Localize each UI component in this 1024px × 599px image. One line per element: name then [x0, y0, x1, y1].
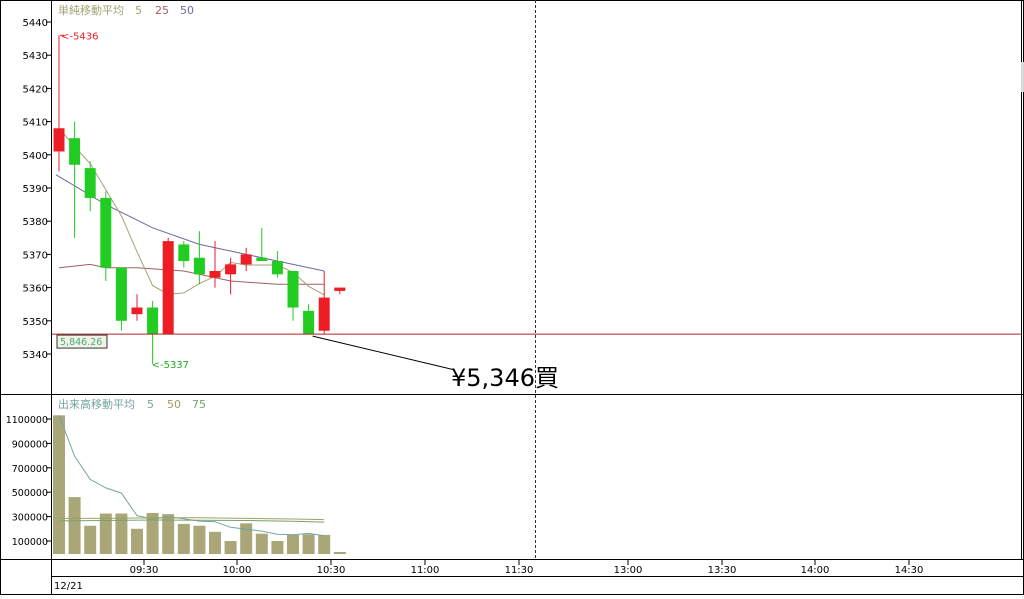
price-y-axis-ticks: 5440 5430 5420 5410 5400 5390 5380 5370 5360 5350…	[23, 18, 51, 361]
time-axis-ticks: 09:30 10:00 10:30 11:00 11:30 13:00 13:30 14:00…	[130, 560, 924, 576]
price-tick-label: 5370	[23, 250, 48, 261]
candle-body	[131, 307, 143, 315]
price-ma-label: 単純移動平均	[58, 3, 124, 17]
volume-bar	[115, 513, 128, 554]
price-ma-period-25: 25	[155, 4, 169, 17]
volume-tick-label: 1100000	[6, 415, 48, 426]
price-annotation-text: ¥5,346買	[451, 364, 559, 392]
volume-tick-label: 100000	[12, 537, 48, 548]
candle-body	[147, 307, 159, 335]
volume-bar	[146, 512, 159, 554]
candle-body	[53, 128, 65, 152]
candle-body	[178, 244, 190, 262]
candle-body	[100, 197, 112, 268]
candle-body	[271, 261, 283, 275]
price-tick-label: 5410	[23, 118, 48, 129]
volume-tick-label: 900000	[12, 439, 48, 450]
volume-tick-label: 700000	[12, 464, 48, 475]
price-ma25-line	[58, 263, 325, 285]
volume-tick-label: 500000	[12, 488, 48, 499]
volume-ma-period-50: 50	[167, 398, 181, 411]
volume-ma75-line	[58, 519, 325, 523]
volume-bar	[271, 541, 284, 554]
volume-ma-period-75: 75	[192, 398, 206, 411]
candle-body	[240, 254, 252, 265]
volume-bar	[240, 523, 253, 554]
price-tick-label: 5420	[23, 84, 48, 95]
volume-bar	[131, 528, 143, 554]
price-tick-label: 5360	[23, 284, 48, 295]
volume-bar	[302, 534, 315, 554]
volume-bar	[99, 513, 112, 554]
time-tick-label: 13:00	[614, 565, 643, 576]
price-tick-label: 5340	[23, 350, 48, 361]
volume-bar	[224, 541, 237, 554]
candle-body	[225, 264, 237, 275]
volume-bar	[53, 415, 65, 554]
scrollbar-stub[interactable]	[1021, 62, 1024, 92]
price-ma-period-50: 50	[180, 4, 194, 17]
candle-body	[209, 271, 221, 278]
time-tick-label: 11:00	[411, 565, 440, 576]
volume-bar	[177, 523, 190, 554]
candle-body	[256, 257, 268, 262]
reference-value-box	[56, 334, 108, 349]
date-label: 12/21	[54, 581, 83, 592]
low-marker-label: <-5337	[152, 360, 189, 371]
price-tick-label: 5390	[23, 184, 48, 195]
price-tick-label: 5350	[23, 317, 48, 328]
volume-bar-series	[53, 415, 346, 554]
time-tick-label: 11:30	[505, 565, 534, 576]
candle-body	[303, 310, 315, 335]
volume-bar	[84, 525, 97, 554]
price-ma-period-5: 5	[135, 4, 142, 17]
time-tick-label: 10:30	[317, 565, 346, 576]
volume-ma50-line	[59, 517, 325, 521]
candlestick-series	[53, 35, 346, 364]
time-tick-label: 14:30	[895, 565, 924, 576]
volume-tick-label: 300000	[12, 513, 48, 524]
high-marker-label: <-5436	[61, 31, 98, 42]
volume-ma-period-5: 5	[147, 398, 154, 411]
annotation-leader-line	[312, 335, 456, 371]
time-tick-label: 14:00	[801, 565, 830, 576]
candle-body	[162, 241, 174, 335]
volume-bar	[209, 531, 221, 554]
candle-body	[115, 267, 127, 321]
volume-bar	[318, 534, 331, 554]
price-tick-label: 5400	[23, 151, 48, 162]
candle-body	[318, 297, 330, 331]
candle-body	[84, 168, 96, 198]
price-tick-label: 5440	[23, 18, 48, 29]
volume-bar	[193, 525, 206, 554]
candle-body	[334, 287, 346, 291]
volume-bar	[287, 534, 299, 554]
volume-ma-lines	[58, 415, 325, 537]
volume-bar	[68, 497, 81, 554]
volume-bar	[162, 514, 175, 554]
price-tick-label: 5380	[23, 217, 48, 228]
candle-body	[287, 271, 299, 308]
candle-body	[69, 138, 81, 165]
volume-bar	[255, 533, 268, 554]
price-annotations: 5,846.26 <-5436 <-5337 ¥5,346買	[52, 31, 1021, 392]
time-tick-label: 10:00	[223, 565, 252, 576]
candle-body	[193, 257, 205, 275]
reference-value-label: 5,846.26	[60, 337, 102, 348]
time-tick-label: 13:30	[708, 565, 737, 576]
volume-bar	[333, 551, 346, 554]
price-tick-label: 5430	[23, 51, 48, 62]
volume-ma-label: 出来高移動平均	[58, 397, 135, 411]
volume-y-axis-ticks: 1100000 900000 700000 500000 300000 100000	[6, 415, 51, 548]
time-tick-label: 09:30	[130, 565, 159, 576]
